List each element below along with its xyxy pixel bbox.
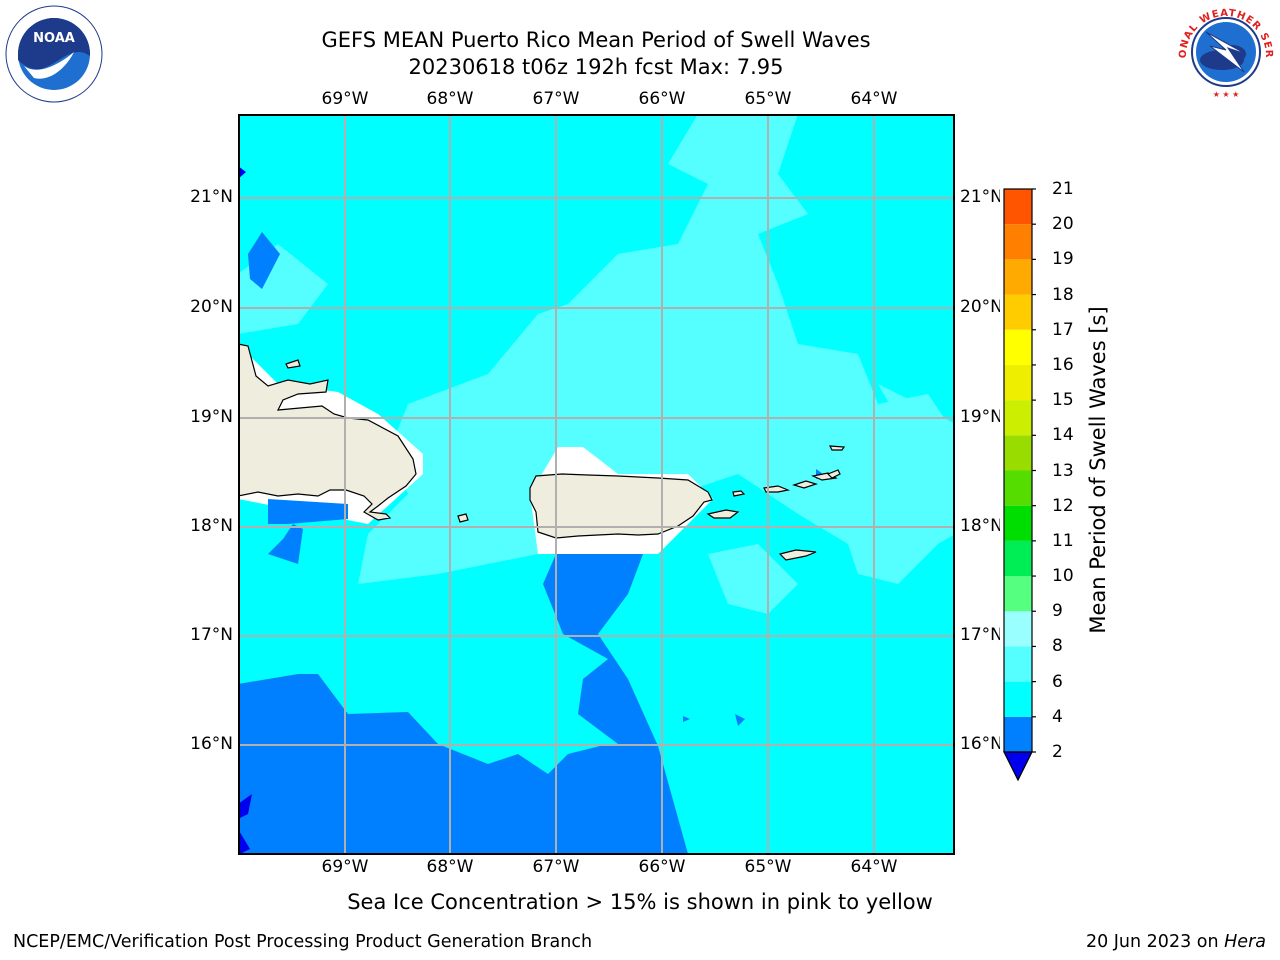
lat-label-right: 16°N (960, 734, 1003, 754)
colorbar-swatches (1004, 189, 1032, 752)
colorbar-tick-label: 2 (1052, 742, 1063, 762)
lon-label-top: 69°W (321, 89, 369, 109)
nws-logo-icon: NATIONAL WEATHER SERVICE ★ ★ ★ (1171, 0, 1276, 102)
vieques (706, 509, 740, 519)
lon-label-top: 66°W (638, 89, 686, 109)
lat-label-left: 20°N (190, 297, 233, 317)
colorbar-tick-label: 8 (1052, 636, 1063, 657)
culebra (732, 490, 746, 497)
colorbar-tick-label: 20 (1052, 214, 1074, 235)
lat-label-right: 21°N (960, 187, 1003, 207)
footer-date: 20 Jun 2023 on Hera (1086, 932, 1266, 952)
colorbar-tick-label: 11 (1052, 530, 1074, 551)
lon-label-bottom: 65°W (744, 857, 792, 877)
colorbar-tick-label: 18 (1052, 284, 1074, 305)
colorbar-tick-label: 14 (1052, 425, 1074, 446)
colorbar-tick-label: 13 (1052, 460, 1074, 481)
lat-label-left: 18°N (190, 516, 233, 536)
footer-date-text: 20 Jun 2023 on (1085, 932, 1225, 952)
noaa-logo-icon: NOAA (4, 4, 104, 104)
colorbar-swatch (1004, 259, 1032, 295)
lon-label-bottom: 66°W (638, 857, 686, 877)
mona-island (457, 513, 469, 523)
colorbar-swatch (1004, 716, 1032, 752)
colorbar-swatch (1004, 294, 1032, 330)
colorbar-swatch (1004, 470, 1032, 506)
sea-ice-note: Sea Ice Concentration > 15% is shown in … (347, 890, 933, 914)
colorbar-swatch (1004, 364, 1032, 401)
colorbar (1000, 186, 1036, 786)
map-frame (238, 114, 955, 855)
colorbar-tick-label: 21 (1052, 179, 1074, 199)
colorbar-under-triangle (1003, 751, 1033, 782)
map-plot (237, 114, 955, 855)
lat-label-right: 20°N (960, 297, 1003, 317)
colorbar-tick-label: 10 (1052, 566, 1074, 587)
colorbar-tick-label: 4 (1052, 706, 1063, 727)
field-2-4 (238, 232, 823, 855)
colorbar-tick-label: 19 (1052, 249, 1074, 270)
lon-label-top: 68°W (426, 89, 474, 109)
lat-label-right: 19°N (960, 407, 1003, 427)
colorbar-tick-label: 12 (1052, 495, 1074, 516)
colorbar-title: Mean Period of Swell Waves [s] (1086, 306, 1110, 634)
anegada (828, 445, 846, 451)
footer-host: Hera (1224, 932, 1266, 952)
st-croix (778, 549, 817, 561)
lon-label-bottom: 69°W (321, 857, 369, 877)
lat-label-right: 18°N (960, 516, 1003, 536)
colorbar-tick-label: 15 (1052, 390, 1074, 411)
footer-credit: NCEP/EMC/Verification Post Processing Pr… (13, 932, 593, 952)
colorbar-labels: 2 4 6 8 9 10 11 12 13 14 15 16 17 18 19 20 21 (1052, 179, 1092, 786)
lon-label-bottom: 68°W (426, 857, 474, 877)
colorbar-swatch (1004, 435, 1032, 471)
colorbar-swatch (1004, 189, 1032, 225)
lat-label-left: 17°N (190, 625, 233, 645)
lat-label-right: 17°N (960, 625, 1003, 645)
colorbar-tick-label: 16 (1052, 354, 1074, 375)
noaa-logo-text: NOAA (33, 31, 75, 46)
graticule (238, 114, 955, 855)
colorbar-swatch (1004, 681, 1032, 717)
lon-label-top: 64°W (850, 89, 898, 109)
colorbar-swatch (1004, 646, 1032, 682)
map-subtitle: 20230618 t06z 192h fcst Max: 7.95 (408, 55, 784, 79)
virgin-gorda (826, 469, 841, 479)
colorbar-swatch (1004, 611, 1032, 647)
lon-label-top: 67°W (532, 89, 580, 109)
colorbar-tick-label: 9 (1052, 601, 1063, 622)
hispaniola-islet (285, 359, 301, 369)
lat-label-left: 16°N (190, 734, 233, 754)
colorbar-tick-label: 17 (1052, 319, 1074, 340)
colorbar-swatch (1004, 540, 1032, 577)
colorbar-swatch (1004, 505, 1032, 541)
lat-label-left: 21°N (190, 187, 233, 207)
lat-label-left: 19°N (190, 407, 233, 427)
colorbar-swatch (1004, 224, 1032, 260)
land (237, 343, 846, 561)
lon-label-top: 65°W (744, 89, 792, 109)
lon-label-bottom: 67°W (532, 857, 580, 877)
colorbar-swatch (1004, 329, 1032, 365)
map-title: GEFS MEAN Puerto Rico Mean Period of Swe… (321, 28, 871, 52)
st-john (792, 480, 818, 489)
puerto-rico (529, 473, 713, 539)
swell-period-map (237, 114, 955, 855)
lon-label-bottom: 64°W (850, 857, 898, 877)
hispaniola (237, 343, 417, 521)
svg-text:★ ★ ★: ★ ★ ★ (1213, 90, 1240, 99)
colorbar-swatch (1004, 576, 1032, 612)
colorbar-tick-label: 6 (1052, 671, 1063, 692)
st-thomas (763, 485, 791, 493)
colorbar-swatch (1004, 400, 1032, 436)
